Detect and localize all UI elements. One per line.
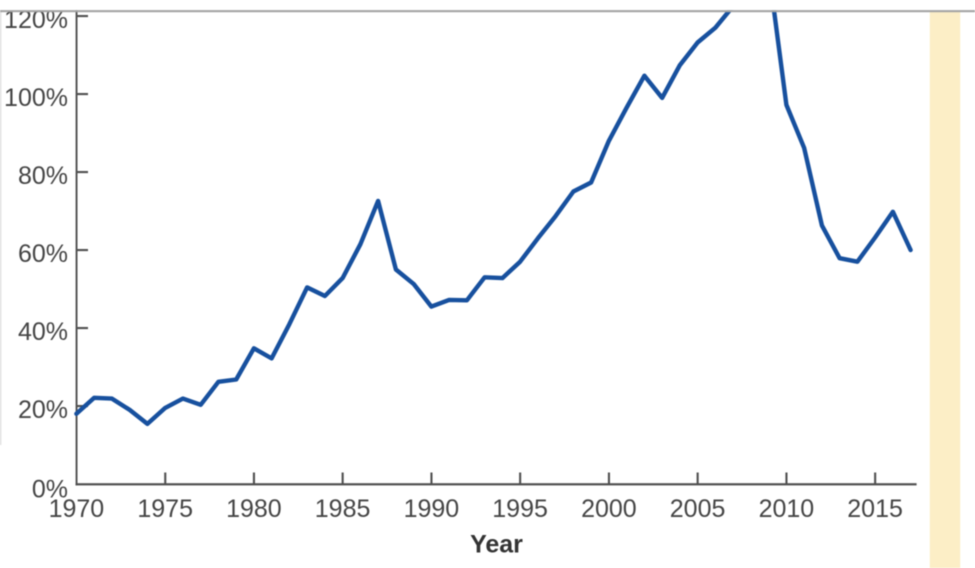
svg-text:2000: 2000 xyxy=(581,495,637,523)
svg-text:1980: 1980 xyxy=(226,495,282,523)
svg-text:Year: Year xyxy=(470,531,523,559)
svg-text:0%: 0% xyxy=(32,476,68,504)
svg-text:60%: 60% xyxy=(18,240,68,268)
svg-text:1990: 1990 xyxy=(404,495,460,523)
svg-text:1970: 1970 xyxy=(49,495,105,523)
svg-text:40%: 40% xyxy=(18,318,68,346)
svg-text:100%: 100% xyxy=(4,84,68,112)
svg-text:1975: 1975 xyxy=(137,495,193,523)
svg-text:2005: 2005 xyxy=(670,495,726,523)
svg-text:1995: 1995 xyxy=(492,495,548,523)
svg-text:20%: 20% xyxy=(18,396,68,424)
svg-text:2015: 2015 xyxy=(847,495,903,523)
svg-text:80%: 80% xyxy=(18,162,68,190)
svg-text:2010: 2010 xyxy=(759,495,815,523)
svg-text:1985: 1985 xyxy=(315,495,371,523)
